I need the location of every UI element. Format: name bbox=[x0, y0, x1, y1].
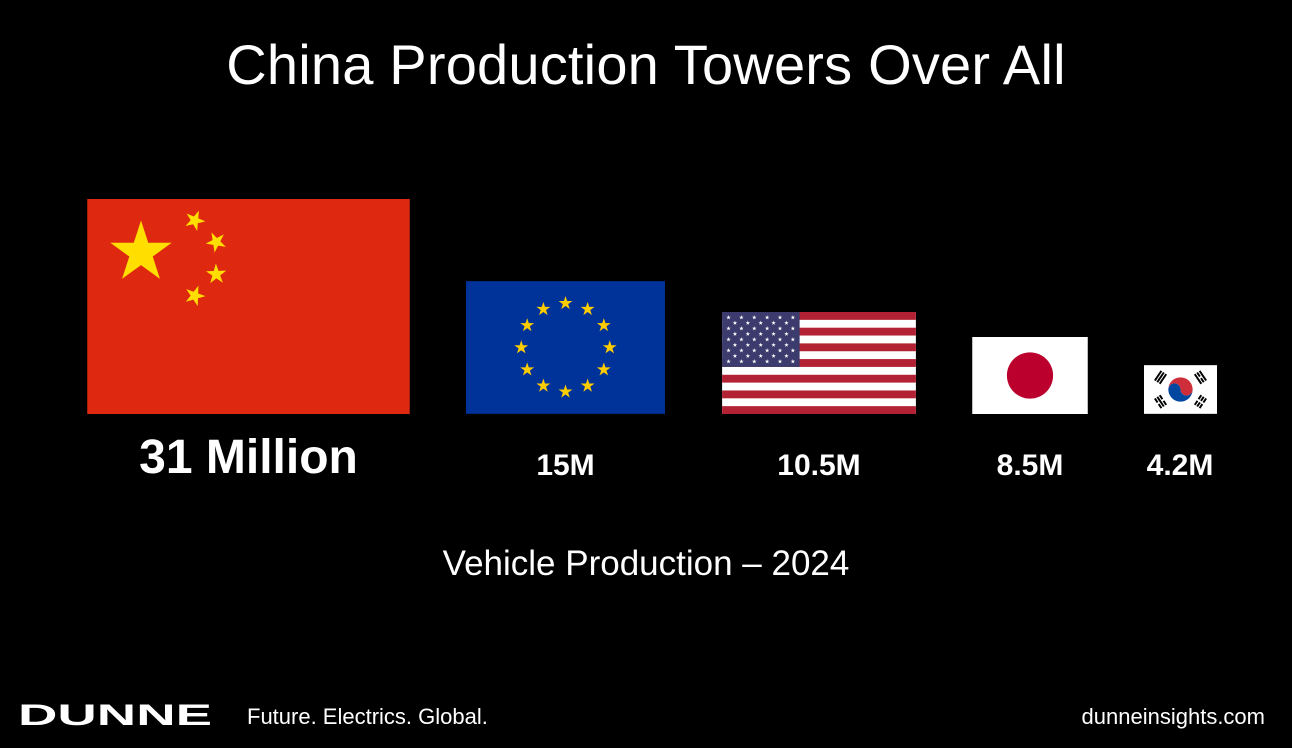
us-flag-icon bbox=[722, 312, 916, 414]
us-star bbox=[764, 326, 770, 331]
us-star bbox=[726, 315, 731, 320]
us-star bbox=[726, 337, 731, 342]
eu-star bbox=[602, 340, 617, 354]
us-star bbox=[790, 315, 796, 320]
us-star bbox=[745, 320, 751, 325]
eu-star bbox=[558, 295, 573, 310]
us-star bbox=[764, 348, 770, 353]
us-star bbox=[764, 359, 770, 364]
us-star bbox=[790, 326, 796, 331]
chart-title: China Production Towers Over All bbox=[226, 33, 1066, 96]
us-star bbox=[739, 359, 744, 364]
us-star bbox=[771, 342, 776, 347]
us-star bbox=[752, 326, 757, 331]
value-label-south-korea: 4.2M bbox=[1146, 449, 1214, 482]
us-star bbox=[777, 337, 783, 342]
us-star bbox=[732, 320, 738, 325]
us-star bbox=[726, 359, 731, 364]
us-star bbox=[784, 320, 789, 325]
us-star bbox=[726, 348, 731, 353]
us-star bbox=[777, 359, 783, 364]
japan-flag-icon bbox=[972, 337, 1088, 414]
south-korea-flag-icon bbox=[1144, 365, 1217, 414]
us-star bbox=[758, 320, 763, 325]
china-flag-icon bbox=[87, 199, 410, 414]
us-star bbox=[784, 342, 789, 347]
eu-star bbox=[580, 301, 595, 316]
us-star bbox=[752, 315, 757, 320]
us-star bbox=[732, 331, 738, 336]
us-star bbox=[732, 353, 738, 358]
us-star bbox=[771, 320, 776, 325]
us-star bbox=[790, 348, 796, 353]
us-star bbox=[745, 353, 751, 358]
us-star bbox=[745, 342, 751, 347]
us-star bbox=[726, 326, 731, 331]
us-stripe bbox=[722, 359, 916, 367]
us-star bbox=[790, 359, 796, 364]
us-star bbox=[752, 337, 757, 342]
us-star bbox=[771, 353, 776, 358]
us-star bbox=[790, 337, 796, 342]
us-stripe bbox=[722, 374, 916, 383]
dunne-logo: DUNNE bbox=[18, 700, 212, 728]
us-star bbox=[758, 342, 763, 347]
eu-star bbox=[514, 340, 529, 354]
eu-star bbox=[520, 318, 535, 332]
eu-star bbox=[558, 384, 573, 398]
us-stripe bbox=[722, 312, 916, 320]
us-star bbox=[739, 348, 744, 353]
eu-star bbox=[596, 362, 611, 376]
footer-tagline: Future. Electrics. Global. bbox=[247, 704, 488, 729]
us-star bbox=[745, 331, 751, 336]
eu-star bbox=[596, 318, 611, 332]
us-star bbox=[752, 359, 757, 364]
us-star bbox=[764, 337, 770, 342]
chart-subtitle: Vehicle Production – 2024 bbox=[442, 544, 850, 583]
us-star bbox=[777, 348, 783, 353]
us-star bbox=[784, 331, 789, 336]
us-star bbox=[732, 342, 738, 347]
svg-text:DUNNE: DUNNE bbox=[18, 700, 212, 728]
eu-star bbox=[580, 378, 595, 392]
value-label-japan: 8.5M bbox=[996, 449, 1064, 482]
us-star bbox=[764, 315, 770, 320]
eu-star bbox=[520, 362, 535, 376]
value-label-eu: 15M bbox=[536, 449, 595, 482]
us-star bbox=[777, 315, 783, 320]
us-stripe bbox=[722, 406, 916, 414]
us-stripe bbox=[722, 327, 916, 336]
us-stripe bbox=[722, 343, 916, 352]
footer-website-link[interactable]: dunneinsights.com bbox=[1081, 704, 1265, 729]
value-label-china: 31 Million bbox=[139, 431, 358, 484]
value-label-usa: 10.5M bbox=[777, 449, 861, 482]
us-star bbox=[771, 331, 776, 336]
us-star bbox=[739, 337, 744, 342]
us-star bbox=[784, 353, 789, 358]
us-star bbox=[739, 315, 744, 320]
us-star bbox=[758, 331, 763, 336]
eu-star bbox=[536, 301, 551, 316]
us-star bbox=[752, 348, 757, 353]
eu-flag-icon bbox=[466, 281, 665, 414]
us-star bbox=[758, 353, 763, 358]
us-stripe bbox=[722, 390, 916, 399]
eu-star bbox=[536, 378, 551, 392]
us-star bbox=[739, 326, 744, 331]
us-star bbox=[777, 326, 783, 331]
